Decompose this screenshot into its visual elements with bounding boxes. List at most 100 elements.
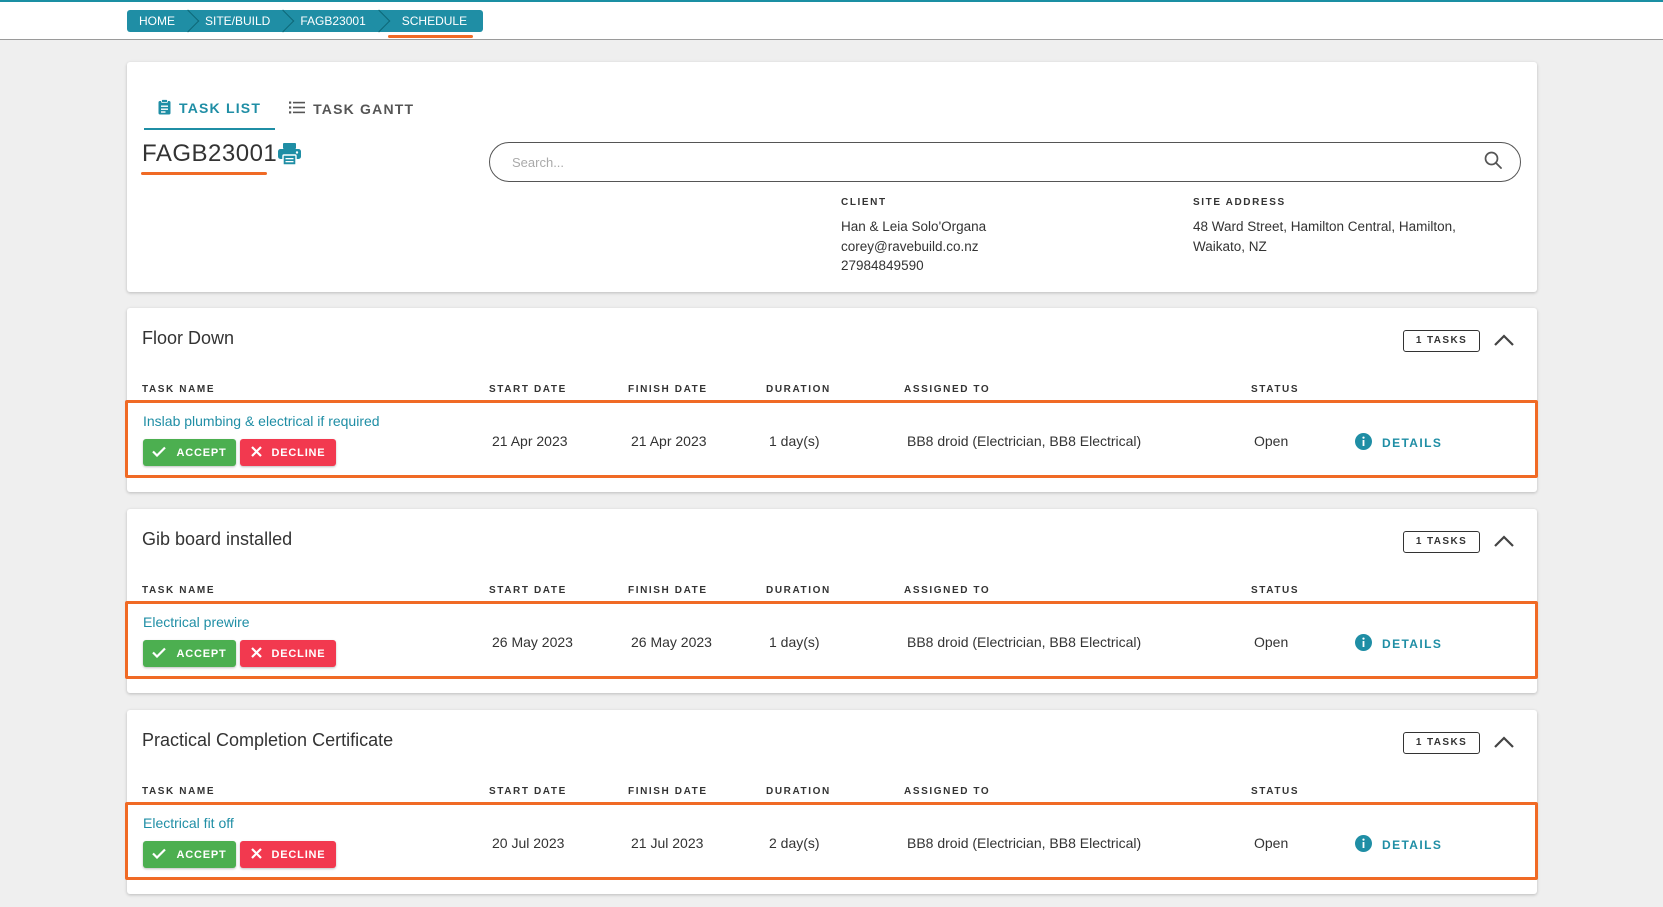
- site-address-label: SITE ADDRESS: [1193, 197, 1286, 208]
- start-date-cell: 21 Apr 2023: [492, 433, 568, 449]
- assigned-to-cell: BB8 droid (Electrician, BB8 Electrical): [907, 634, 1142, 650]
- tab-task-gantt-label: TASK GANTT: [313, 101, 415, 117]
- stage-card-gib-board: Gib board installed 1 TASKS TASK NAME ST…: [125, 509, 1538, 693]
- chevron-up-icon[interactable]: [1491, 529, 1517, 560]
- info-icon: [1355, 634, 1372, 654]
- breadcrumb-schedule[interactable]: SCHEDULE: [401, 14, 468, 28]
- col-status: STATUS: [1251, 384, 1300, 395]
- task-name-link[interactable]: Inslab plumbing & electrical if required: [143, 413, 380, 429]
- close-icon: [250, 847, 262, 862]
- breadcrumb-highlight: [388, 35, 473, 38]
- tasks-count-badge: 1 TASKS: [1403, 531, 1480, 553]
- details-label: DETAILS: [1382, 838, 1443, 852]
- accept-button[interactable]: ACCEPT: [143, 439, 236, 466]
- tab-task-list[interactable]: TASK LIST: [144, 88, 276, 130]
- duration-cell: 2 day(s): [769, 835, 820, 851]
- col-finish-date: FINISH DATE: [628, 786, 708, 797]
- status-cell: Open: [1254, 835, 1289, 851]
- table-row: Electrical fit off ACCEPT DECLINE 20 Jul…: [125, 802, 1538, 880]
- client-name: Han & Leia Solo'Organa: [841, 219, 987, 234]
- assigned-to-cell: BB8 droid (Electrician, BB8 Electrical): [907, 835, 1142, 851]
- col-assigned-to: ASSIGNED TO: [904, 384, 991, 395]
- details-button[interactable]: DETAILS: [1355, 835, 1442, 855]
- decline-label: DECLINE: [271, 647, 326, 660]
- task-name-link[interactable]: Electrical fit off: [143, 815, 234, 831]
- chevron-up-icon[interactable]: [1491, 730, 1517, 761]
- stage-title: Floor Down: [142, 328, 235, 348]
- accept-button[interactable]: ACCEPT: [143, 841, 236, 868]
- tasks-count-badge: 1 TASKS: [1403, 732, 1480, 754]
- decline-button[interactable]: DECLINE: [240, 439, 336, 466]
- breadcrumb: HOME SITE/BUILD FAGB23001 SCHEDULE: [127, 10, 484, 32]
- decline-button[interactable]: DECLINE: [240, 841, 336, 868]
- decline-button[interactable]: DECLINE: [240, 640, 336, 667]
- search-input[interactable]: [490, 154, 1484, 170]
- stage-card-floor-down: Floor Down 1 TASKS TASK NAME START DATE …: [125, 308, 1538, 492]
- accept-button[interactable]: ACCEPT: [143, 640, 236, 667]
- client-email: corey@ravebuild.co.nz: [841, 238, 979, 254]
- status-cell: Open: [1254, 634, 1289, 650]
- info-icon: [1355, 433, 1372, 453]
- client-phone: 27984849590: [841, 258, 924, 273]
- col-start-date: START DATE: [489, 585, 567, 596]
- details-label: DETAILS: [1382, 436, 1443, 450]
- tasks-count-badge: 1 TASKS: [1403, 330, 1480, 352]
- task-name-link[interactable]: Electrical prewire: [143, 614, 250, 630]
- search-box: [489, 142, 1521, 182]
- details-label: DETAILS: [1382, 637, 1443, 651]
- site-address-line1: 48 Ward Street, Hamilton Central, Hamilt…: [1193, 219, 1456, 234]
- table-row: Electrical prewire ACCEPT DECLINE 26 May…: [125, 601, 1538, 679]
- duration-cell: 1 day(s): [769, 634, 820, 650]
- client-label: CLIENT: [841, 197, 887, 208]
- stage-title: Practical Completion Certificate: [142, 730, 394, 750]
- breadcrumb-site-build[interactable]: SITE/BUILD: [193, 10, 288, 32]
- top-bar: HOME SITE/BUILD FAGB23001 SCHEDULE: [0, 0, 1663, 40]
- job-header-card: TASK LIST TASK GANTT FAGB23001 CLIENT Ha…: [127, 62, 1537, 292]
- assigned-to-cell: BB8 droid (Electrician, BB8 Electrical): [907, 433, 1142, 449]
- col-start-date: START DATE: [489, 384, 567, 395]
- details-button[interactable]: DETAILS: [1355, 433, 1442, 453]
- start-date-cell: 20 Jul 2023: [492, 835, 565, 851]
- search-icon[interactable]: [1484, 151, 1502, 174]
- col-finish-date: FINISH DATE: [628, 384, 708, 395]
- col-assigned-to: ASSIGNED TO: [904, 585, 991, 596]
- accept-label: ACCEPT: [176, 647, 227, 660]
- site-address: 48 Ward Street, Hamilton Central, Hamilt…: [1193, 217, 1456, 256]
- breadcrumb-job[interactable]: FAGB23001: [288, 10, 383, 32]
- tab-task-gantt[interactable]: TASK GANTT: [275, 88, 428, 130]
- col-duration: DURATION: [766, 786, 831, 797]
- list-icon: [289, 101, 306, 117]
- col-task-name: TASK NAME: [142, 585, 216, 596]
- decline-label: DECLINE: [271, 446, 326, 459]
- view-tabs: TASK LIST TASK GANTT: [144, 88, 428, 130]
- stage-card-practical-completion: Practical Completion Certificate 1 TASKS…: [125, 710, 1538, 894]
- accept-label: ACCEPT: [176, 446, 227, 459]
- table-row: Inslab plumbing & electrical if required…: [125, 400, 1538, 478]
- details-button[interactable]: DETAILS: [1355, 634, 1442, 654]
- tab-task-list-label: TASK LIST: [179, 100, 262, 116]
- col-status: STATUS: [1251, 585, 1300, 596]
- finish-date-cell: 21 Jul 2023: [631, 835, 704, 851]
- col-start-date: START DATE: [489, 786, 567, 797]
- job-code-highlight: [141, 172, 267, 175]
- finish-date-cell: 26 May 2023: [631, 634, 712, 650]
- chevron-up-icon[interactable]: [1491, 328, 1517, 359]
- col-finish-date: FINISH DATE: [628, 585, 708, 596]
- print-icon[interactable]: [277, 142, 302, 171]
- check-icon: [152, 848, 167, 862]
- check-icon: [152, 446, 167, 460]
- start-date-cell: 26 May 2023: [492, 634, 573, 650]
- col-task-name: TASK NAME: [142, 384, 216, 395]
- accept-label: ACCEPT: [176, 848, 227, 861]
- stage-title: Gib board installed: [142, 529, 293, 549]
- col-assigned-to: ASSIGNED TO: [904, 786, 991, 797]
- site-address-line2: Waikato, NZ: [1193, 238, 1267, 254]
- col-duration: DURATION: [766, 585, 831, 596]
- info-icon: [1355, 835, 1372, 855]
- breadcrumb-home[interactable]: HOME: [127, 10, 193, 32]
- col-status: STATUS: [1251, 786, 1300, 797]
- decline-label: DECLINE: [271, 848, 326, 861]
- col-task-name: TASK NAME: [142, 786, 216, 797]
- client-details: Han & Leia Solo'Organa corey@ravebuild.c…: [841, 217, 986, 276]
- close-icon: [250, 445, 262, 460]
